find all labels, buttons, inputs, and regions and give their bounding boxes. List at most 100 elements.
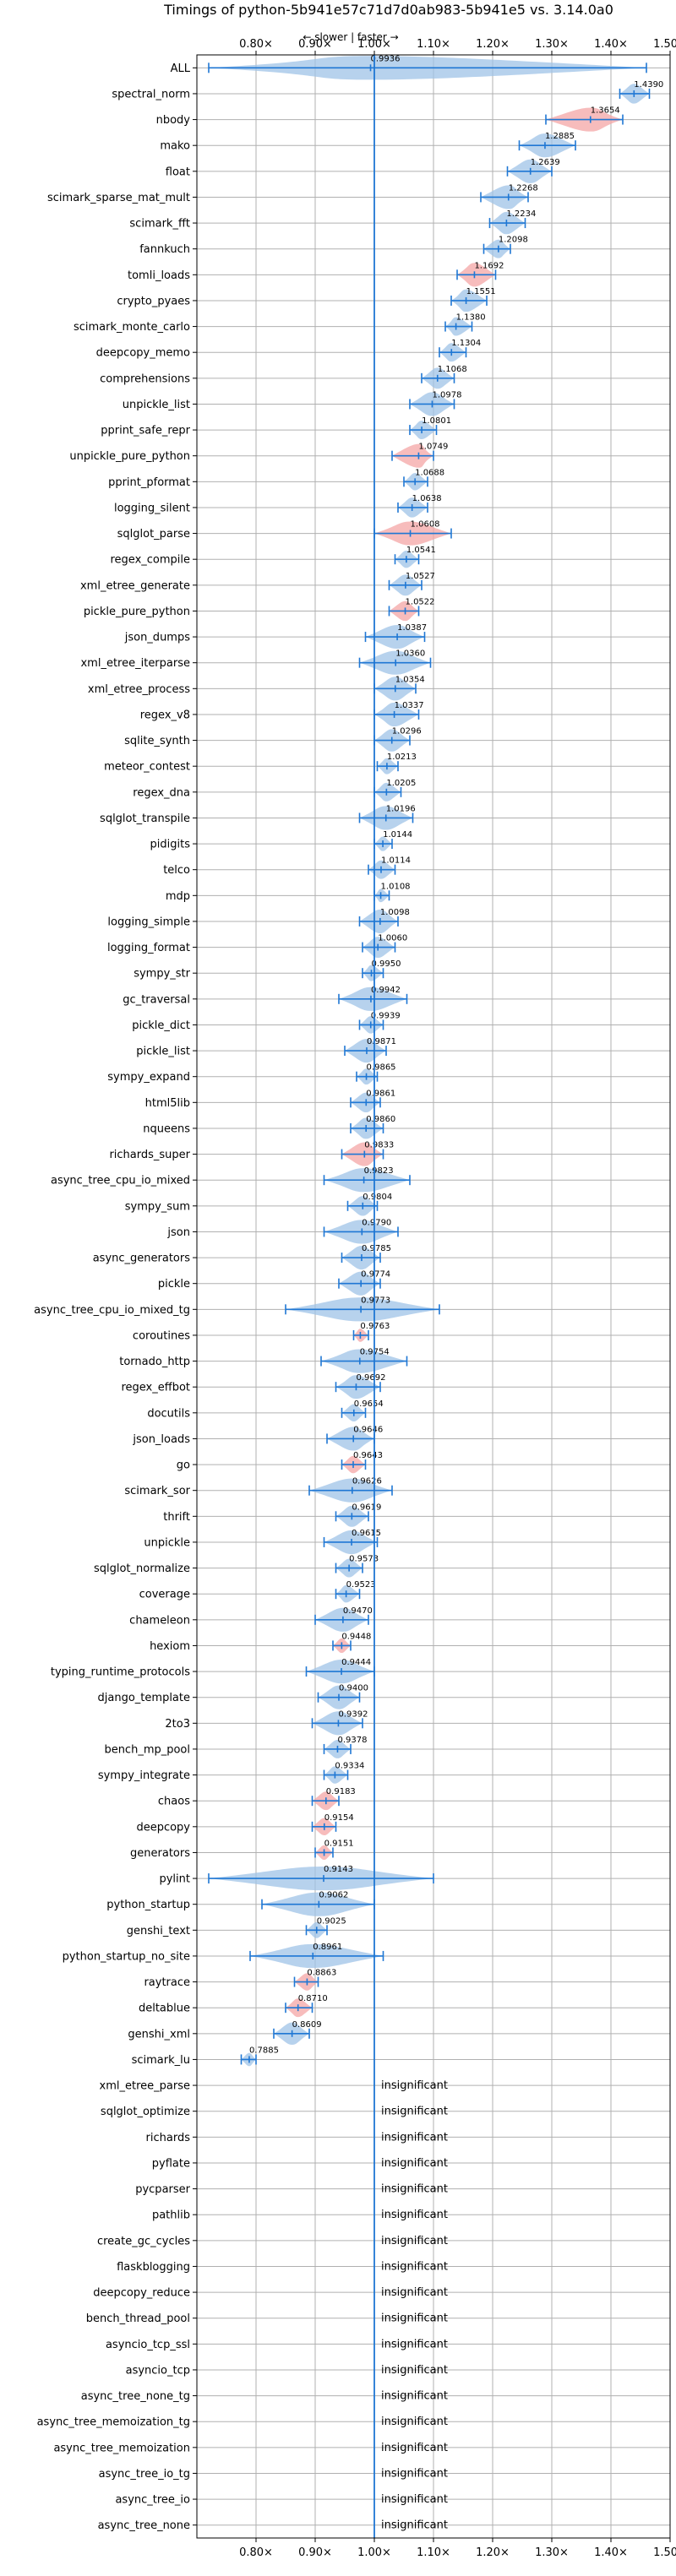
- benchmark-label: scimark_sparse_mat_mult: [47, 192, 190, 204]
- benchmark-label: nbody: [156, 114, 191, 127]
- benchmark-label: scimark_monte_carlo: [74, 321, 190, 334]
- value-label: 0.9763: [360, 1322, 390, 1331]
- value-label: 0.9062: [319, 1891, 348, 1900]
- value-label: 0.9444: [341, 1658, 371, 1667]
- value-label: 1.2098: [499, 236, 528, 245]
- value-label: 1.0749: [418, 443, 448, 452]
- benchmark-label: async_tree_memoization_tg: [37, 2416, 190, 2429]
- x-tick-label-bottom: 1.50×: [653, 2546, 676, 2559]
- insignificant-label: insignificant: [381, 2183, 448, 2196]
- value-label: 0.9773: [361, 1296, 390, 1305]
- benchmark-label: pickle_dict: [132, 1019, 190, 1032]
- benchmark-label: ALL: [171, 62, 191, 75]
- benchmark-label: pylint: [159, 1873, 190, 1886]
- value-label: 0.9400: [339, 1684, 368, 1693]
- benchmark-label: crypto_pyaes: [117, 295, 190, 307]
- benchmark-label: regex_compile: [110, 554, 190, 567]
- value-label: 1.3654: [591, 106, 620, 116]
- x-tick-label-bottom: 0.80×: [239, 2546, 273, 2559]
- benchmark-label: async_tree_none_tg: [81, 2390, 190, 2403]
- benchmark-label: genshi_text: [127, 1925, 190, 1937]
- value-label: 1.0196: [386, 804, 416, 813]
- insignificant-label: insignificant: [381, 2235, 448, 2247]
- value-label: 1.0296: [392, 727, 422, 736]
- value-label: 0.9646: [353, 1425, 383, 1434]
- value-label: 1.0144: [383, 830, 412, 840]
- benchmark-label: regex_v8: [140, 709, 190, 721]
- x-tick-label-bottom: 1.20×: [476, 2546, 510, 2559]
- insignificant-label: insignificant: [381, 2312, 448, 2325]
- benchmark-label: bench_mp_pool: [104, 1743, 190, 1756]
- benchmark-label: regex_effbot: [121, 1382, 190, 1394]
- benchmark-label: comprehensions: [100, 372, 190, 385]
- value-label: 1.0387: [397, 623, 427, 633]
- value-label: 0.9626: [352, 1477, 382, 1486]
- value-label: 1.2268: [509, 183, 538, 193]
- benchmark-label: sqlglot_transpile: [100, 812, 190, 825]
- value-label: 0.9523: [346, 1580, 376, 1590]
- value-label: 0.8961: [313, 1943, 342, 1952]
- benchmark-label: nqueens: [143, 1122, 190, 1135]
- value-label: 1.0060: [378, 934, 407, 943]
- value-label: 0.7885: [249, 2046, 279, 2055]
- benchmark-label: telco: [163, 864, 190, 877]
- value-label: 0.8863: [307, 1969, 336, 1978]
- x-tick-label-top: 0.90×: [298, 38, 332, 51]
- value-label: 0.9774: [361, 1270, 390, 1280]
- benchmark-label: flaskblogging: [117, 2261, 190, 2274]
- value-label: 1.2639: [531, 158, 560, 167]
- benchmark-label: scimark_sor: [124, 1485, 190, 1497]
- benchmark-label: pickle_pure_python: [84, 606, 190, 618]
- benchmark-label: json: [166, 1226, 190, 1239]
- insignificant-label: insignificant: [381, 2390, 448, 2403]
- value-label: 1.0213: [387, 753, 417, 762]
- insignificant-label: insignificant: [381, 2442, 448, 2454]
- value-label: 0.9619: [352, 1503, 381, 1512]
- insignificant-label: insignificant: [381, 2106, 448, 2118]
- benchmark-label: mdp: [166, 890, 190, 903]
- value-label: 1.0801: [422, 416, 451, 426]
- insignificant-label: insignificant: [381, 2131, 448, 2144]
- x-tick-label-bottom: 1.30×: [535, 2546, 569, 2559]
- value-label: 0.9942: [371, 986, 401, 995]
- benchmark-label: chameleon: [129, 1614, 190, 1627]
- value-label: 0.9448: [341, 1632, 371, 1641]
- x-tick-label-bottom: 1.00×: [357, 2546, 391, 2559]
- benchmark-label: sympy_expand: [107, 1071, 190, 1084]
- benchmark-label: deepcopy: [136, 1821, 190, 1834]
- value-label: 1.1304: [451, 339, 481, 348]
- benchmark-label: unpickle_list: [123, 399, 190, 411]
- value-label: 0.9154: [324, 1813, 354, 1823]
- benchmark-label: json_dumps: [124, 632, 190, 644]
- value-label: 0.9860: [366, 1115, 395, 1124]
- benchmark-label: html5lib: [145, 1097, 190, 1110]
- benchmark-label: regex_dna: [133, 786, 190, 799]
- benchmark-label: xml_etree_iterparse: [80, 657, 190, 670]
- value-label: 0.8609: [292, 2020, 322, 2030]
- benchmark-label: pprint_safe_repr: [101, 425, 190, 437]
- benchmark-label: hexiom: [150, 1640, 190, 1653]
- insignificant-label: insignificant: [381, 2260, 448, 2273]
- benchmark-label: logging_silent: [114, 502, 190, 514]
- value-label: 0.9573: [349, 1555, 379, 1564]
- insignificant-label: insignificant: [381, 2209, 448, 2221]
- benchmark-label: scimark_lu: [132, 2054, 190, 2067]
- benchmark-label: asyncio_tcp: [126, 2364, 190, 2377]
- value-label: 0.9861: [366, 1089, 395, 1098]
- value-label: 0.9334: [335, 1762, 364, 1771]
- benchmark-label: deepcopy_reduce: [93, 2287, 190, 2300]
- value-label: 0.9871: [367, 1037, 396, 1046]
- benchmark-label: pycparser: [135, 2183, 190, 2196]
- benchmark-label: tomli_loads: [128, 269, 190, 282]
- benchmark-label: bench_thread_pool: [86, 2312, 190, 2325]
- benchmark-label: xml_etree_process: [88, 683, 190, 696]
- value-label: 0.8710: [298, 1994, 328, 2003]
- benchmark-label: sqlglot_normalize: [94, 1562, 190, 1575]
- value-label: 0.9804: [363, 1193, 392, 1202]
- value-label: 0.9823: [364, 1166, 394, 1176]
- value-label: 0.9615: [352, 1529, 381, 1538]
- benchmark-label: pickle: [158, 1278, 190, 1291]
- x-tick-label-bottom: 0.90×: [298, 2546, 332, 2559]
- x-tick-label-top: 1.10×: [417, 38, 450, 51]
- benchmark-label: sympy_str: [134, 968, 190, 981]
